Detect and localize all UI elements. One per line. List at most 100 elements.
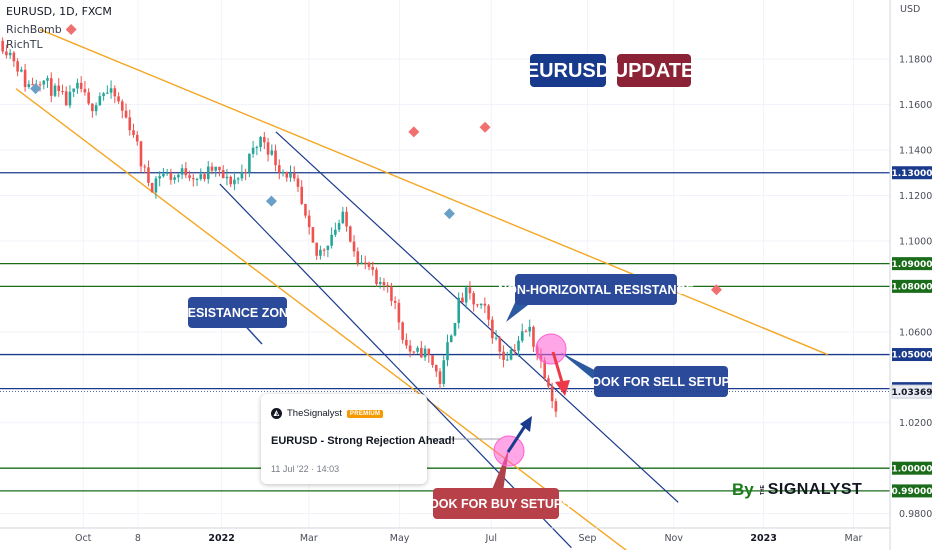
level-badge: 1.13000 xyxy=(892,169,932,179)
candle-body xyxy=(513,349,517,351)
candle-body xyxy=(150,182,154,193)
candle-body xyxy=(517,340,520,351)
y-tick-label: 1.06000 xyxy=(899,327,932,338)
candle-body xyxy=(199,174,203,179)
x-tick-label: 2023 xyxy=(750,533,776,544)
candle-body xyxy=(102,93,105,97)
swing-high-marker xyxy=(65,24,77,36)
lower-trendline xyxy=(15,88,628,550)
candle-body xyxy=(479,303,483,306)
candle-body xyxy=(382,281,386,286)
candle-body xyxy=(509,349,513,360)
candle-body xyxy=(27,84,31,87)
idea-headline[interactable]: EURUSD - Strong Rejection Ahead! xyxy=(271,435,456,447)
level-badge-bg xyxy=(892,484,932,498)
tradingview-logo-icon: ◭ xyxy=(271,408,282,419)
candle-body xyxy=(244,172,247,174)
candle-body xyxy=(165,172,169,174)
candle-body xyxy=(229,176,232,185)
title-eurusd-bg xyxy=(530,54,606,87)
level-badge: 1.00000 xyxy=(892,464,932,474)
candle-body xyxy=(263,137,266,143)
candle-body xyxy=(31,84,34,86)
swing-high-marker xyxy=(408,126,420,138)
level-badge-bg xyxy=(892,461,932,475)
candle-body xyxy=(154,178,158,193)
candle-body xyxy=(109,88,113,93)
non-horizontal-resistance-box: NON-HORIZONTAL RESISTANCE xyxy=(498,274,694,305)
idea-author-row: ◭ TheSignalyst PREMIUM xyxy=(271,408,384,419)
candle-body xyxy=(446,342,449,361)
candle-body xyxy=(337,223,341,230)
y-tick-label: 1.14000 xyxy=(899,146,932,157)
candle-body xyxy=(322,249,326,251)
candle-body xyxy=(143,166,147,168)
candle-body xyxy=(38,84,42,86)
candle-body xyxy=(345,211,348,227)
candle-body xyxy=(434,365,438,372)
candle-body xyxy=(386,285,389,287)
current-price-badge-bg xyxy=(891,384,932,399)
candle-body xyxy=(206,166,210,180)
candle-body xyxy=(53,85,57,96)
candle-body xyxy=(307,215,311,228)
candle-body xyxy=(180,168,184,175)
candle-body xyxy=(378,281,382,285)
candle-body xyxy=(16,61,19,72)
x-tick-label: Oct xyxy=(75,533,92,544)
candle-body xyxy=(547,378,550,387)
candle-body xyxy=(461,297,464,303)
candle-body xyxy=(326,245,330,250)
candle-body xyxy=(453,322,457,336)
candle-body xyxy=(412,351,416,353)
level-badge: 1.09000 xyxy=(892,260,932,270)
candle-body xyxy=(203,174,206,180)
idea-card[interactable]: ◭ TheSignalyst PREMIUM EURUSD - Strong R… xyxy=(261,394,455,484)
candle-body xyxy=(281,172,285,174)
candle-body xyxy=(468,287,472,294)
candle-body xyxy=(442,360,446,384)
candle-body xyxy=(135,134,139,142)
candle-body xyxy=(83,88,87,93)
candle-body xyxy=(251,147,255,154)
candle-body xyxy=(506,359,509,361)
candle-body xyxy=(42,80,46,85)
candle-body xyxy=(289,173,292,178)
candle-body xyxy=(487,305,490,320)
swing-low-marker xyxy=(265,195,277,207)
candle-body xyxy=(57,85,61,92)
idea-date: 11 Jul '22 · 14:03 xyxy=(271,464,340,474)
x-tick-label: May xyxy=(390,533,410,544)
candle-body xyxy=(210,166,214,171)
candle-body xyxy=(68,91,72,106)
sell-setups-box-text: LOOK FOR SELL SETUPS xyxy=(584,375,739,389)
level-badge: 1.08000 xyxy=(892,283,932,293)
candle-body xyxy=(270,150,274,155)
candle-body xyxy=(390,286,393,301)
candle-body xyxy=(8,52,12,56)
candle-body xyxy=(1,40,4,52)
candle-body xyxy=(98,96,102,106)
candle-body xyxy=(225,176,229,179)
candle-body xyxy=(363,262,367,264)
buy-arrow-head xyxy=(520,416,532,432)
candle-body xyxy=(192,178,195,180)
candle-body xyxy=(502,351,505,360)
brand-name: SIGNALYST xyxy=(767,481,863,498)
candle-body xyxy=(12,52,16,62)
x-tick-label: Mar xyxy=(300,533,318,544)
candle-body xyxy=(520,331,524,341)
candle-body xyxy=(162,173,165,177)
level-badge: 0.99000 xyxy=(892,487,932,497)
level-badge-bg xyxy=(892,166,932,180)
candle-body xyxy=(292,173,296,179)
candle-body xyxy=(420,347,423,358)
candle-body xyxy=(259,137,262,148)
candle-body xyxy=(64,91,68,106)
candle-body xyxy=(236,178,240,180)
sell-zone-highlight xyxy=(535,333,567,365)
candle-body xyxy=(367,262,371,267)
candle-body xyxy=(158,176,161,179)
